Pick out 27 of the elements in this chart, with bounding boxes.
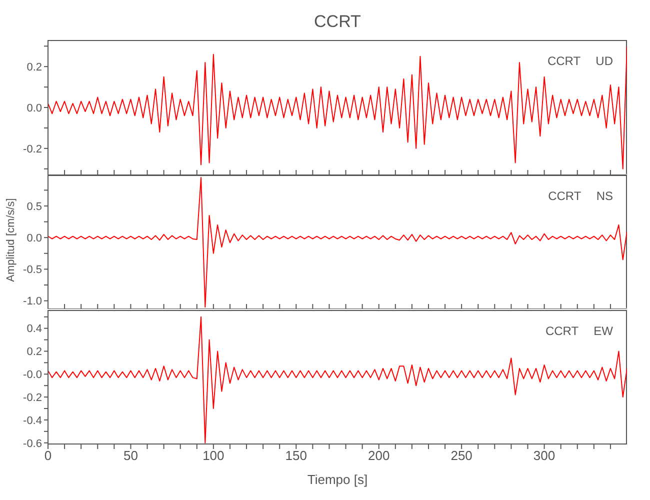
x-tick-label: 150 bbox=[285, 448, 307, 464]
x-tick-label: 100 bbox=[202, 448, 224, 464]
x-tick-label: 50 bbox=[123, 448, 138, 464]
y-tick-label: -1.0 bbox=[23, 296, 42, 308]
x-tick-label: 200 bbox=[368, 448, 390, 464]
annotation: CCRT NS bbox=[548, 189, 613, 203]
line-series bbox=[48, 46, 627, 170]
chart-title: CCRT bbox=[313, 12, 362, 32]
y-tick-label: 0.2 bbox=[26, 61, 42, 74]
x-tick-label: 300 bbox=[533, 448, 556, 464]
y-tick-label: 0.2 bbox=[26, 346, 42, 358]
y-axis-title: Amplitud [cm/s/s] bbox=[5, 196, 17, 284]
y-tick-label: -0.2 bbox=[23, 143, 42, 156]
annotation: CCRT EW bbox=[545, 324, 613, 338]
y-tick-label: 0.5 bbox=[26, 200, 42, 213]
annotation: CCRT UD bbox=[547, 54, 613, 68]
x-axis-title: Tiempo [s] bbox=[307, 472, 368, 487]
y-tick-label: -0.0 bbox=[23, 369, 42, 382]
y-tick-label: 0.0 bbox=[26, 102, 42, 114]
y-tick-label: -0.6 bbox=[23, 438, 42, 450]
x-tick-label: 250 bbox=[450, 448, 472, 464]
y-tick-label: -0.2 bbox=[23, 392, 42, 404]
y-tick-label: 0.4 bbox=[26, 323, 42, 336]
y-tick-label: -0.4 bbox=[23, 414, 42, 427]
y-tick-label: -0.5 bbox=[23, 264, 42, 276]
y-tick-label: 0.0 bbox=[26, 232, 42, 244]
x-tick-label: 0 bbox=[44, 448, 52, 464]
